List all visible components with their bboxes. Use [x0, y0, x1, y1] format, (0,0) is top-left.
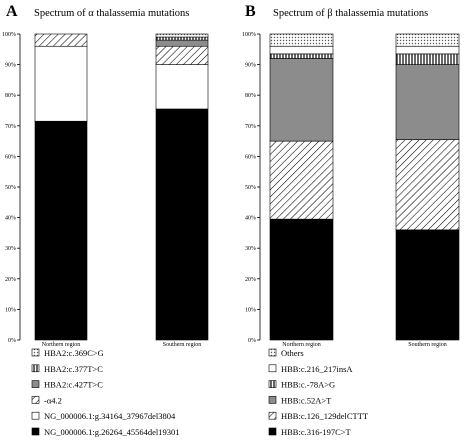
y-tick-label: 20% [245, 277, 256, 283]
y-tick-label: 20% [5, 277, 16, 283]
bar-segment [155, 39, 209, 47]
y-tick-label: 80% [245, 93, 256, 99]
bar-segment [34, 33, 88, 47]
panel-letter: B [245, 3, 256, 20]
y-tick-label: 50% [245, 185, 256, 191]
legend-swatch [31, 411, 40, 420]
legend-swatch [31, 380, 40, 388]
y-tick-label: 50% [5, 185, 16, 191]
panel-title: Spectrum of β thalassemia mutations [273, 8, 428, 19]
bar-segment [395, 139, 460, 231]
y-tick-label: 10% [245, 307, 256, 313]
y-tick-label: 60% [245, 154, 256, 160]
legend-swatch [268, 427, 277, 436]
x-tick-label: Northern region [42, 342, 81, 348]
x-tick-label: Northern region [282, 342, 321, 348]
x-tick-label: Southern region [408, 342, 447, 348]
legend-swatch [268, 380, 277, 388]
bar-segment [34, 120, 88, 341]
bar-segment [395, 64, 460, 140]
legend-swatch [268, 348, 277, 357]
bar-segment [155, 108, 209, 341]
legend-swatch [268, 364, 277, 373]
y-tick-label: 100% [242, 32, 256, 38]
y-tick-label: 70% [5, 124, 16, 130]
bar-segment [269, 33, 334, 47]
bar-segment [155, 36, 209, 41]
legend-label: HBA2:c.427T>C [44, 380, 103, 390]
y-tick-label: 30% [5, 246, 16, 252]
panel-title: Spectrum of α thalassemia mutations [34, 8, 189, 19]
y-tick-label: 80% [5, 93, 16, 99]
x-tick-label: Southern region [163, 342, 202, 348]
bar-segment [395, 45, 460, 55]
y-tick-label: 0% [248, 338, 256, 344]
bar-segment [155, 45, 209, 65]
y-tick-label: 70% [245, 124, 256, 130]
bar-segment [269, 58, 334, 142]
bar-segment [269, 45, 334, 55]
panel-a: A Spectrum of α thalassemia mutations 0% 10… [2, 3, 209, 437]
y-tick-label: 30% [245, 246, 256, 252]
panel-letter: A [6, 3, 18, 20]
legend-label: HBB:c.126_129delCTTT [281, 411, 369, 421]
bar-segment [395, 229, 460, 341]
legend-swatch [31, 348, 40, 357]
legend-swatch [268, 411, 277, 420]
legend-label: HBB:c.-78A>G [281, 380, 335, 390]
y-tick-label: 0% [8, 338, 16, 344]
legend-label: HBA2:c.377T>C [44, 364, 103, 374]
bar-segment [155, 64, 209, 110]
legend-label: HBB:c.316-197C>T [281, 427, 352, 437]
bar-segment [155, 33, 209, 38]
legend-label: HBB:c.52A>T [281, 395, 332, 405]
y-tick-label: 100% [2, 32, 16, 38]
y-tick-label: 10% [5, 307, 16, 313]
y-tick-label: 40% [245, 216, 256, 222]
bar-segment [34, 45, 88, 122]
bar-segment [269, 53, 334, 59]
legend-label: -α4.2 [44, 395, 62, 405]
legend-label: NG_000006.1:g.34164_37967del3804 [44, 411, 176, 421]
legend-swatch [31, 364, 40, 373]
y-tick-label: 90% [5, 63, 16, 69]
legend-label: HBB:c.216_217insA [281, 364, 353, 374]
bar-segment [395, 33, 460, 47]
legend-label: HBA2:c.369C>G [44, 348, 104, 358]
legend-label: Others [281, 348, 304, 358]
y-tick-label: 90% [245, 63, 256, 69]
legend-swatch [31, 396, 40, 404]
legend-label: NG_000006.1:g.26264_45564del19301 [44, 427, 180, 437]
bar-segment [269, 140, 334, 220]
bar-segment [269, 218, 334, 341]
legend-swatch [31, 427, 40, 436]
bar-segment [395, 53, 460, 65]
panel-b: B Spectrum of β thalassemia mutations 0% 10… [242, 3, 460, 437]
legend-swatch [268, 396, 277, 404]
y-tick-label: 60% [5, 154, 16, 160]
y-tick-label: 40% [5, 216, 16, 222]
